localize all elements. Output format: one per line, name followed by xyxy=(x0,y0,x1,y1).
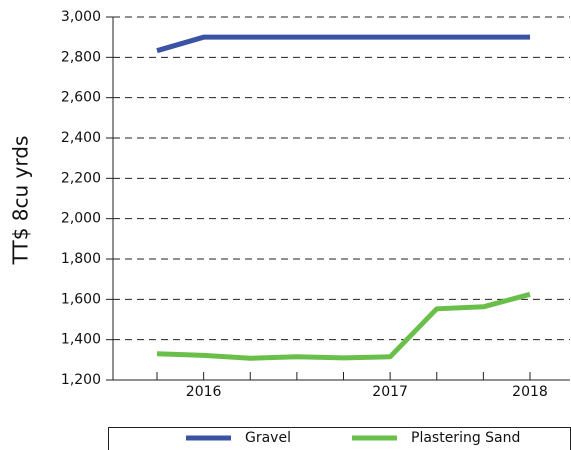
y-tick-label: 2,600 xyxy=(61,90,101,106)
y-tick-label: 1,400 xyxy=(61,332,101,348)
y-tick-label: 2,800 xyxy=(61,49,101,65)
y-tick-label: 2,200 xyxy=(61,170,101,186)
y-tick-label: 2,400 xyxy=(61,130,101,146)
series-line xyxy=(156,291,531,361)
y-axis-label: TT$ 8cu yrds xyxy=(9,136,33,266)
series-line xyxy=(156,34,530,54)
x-tick-label: 2018 xyxy=(512,384,548,400)
legend-label: Plastering Sand xyxy=(411,430,520,446)
y-tick-label: 1,600 xyxy=(61,291,101,307)
legend-label: Gravel xyxy=(245,430,291,446)
y-tick-label: 3,000 xyxy=(61,9,101,25)
y-tick-label: 1,200 xyxy=(61,372,101,388)
y-tick-label: 2,000 xyxy=(61,211,101,227)
y-tick-label: 1,800 xyxy=(61,251,101,267)
x-tick-label: 2017 xyxy=(372,384,408,400)
x-tick-label: 2016 xyxy=(186,384,222,400)
